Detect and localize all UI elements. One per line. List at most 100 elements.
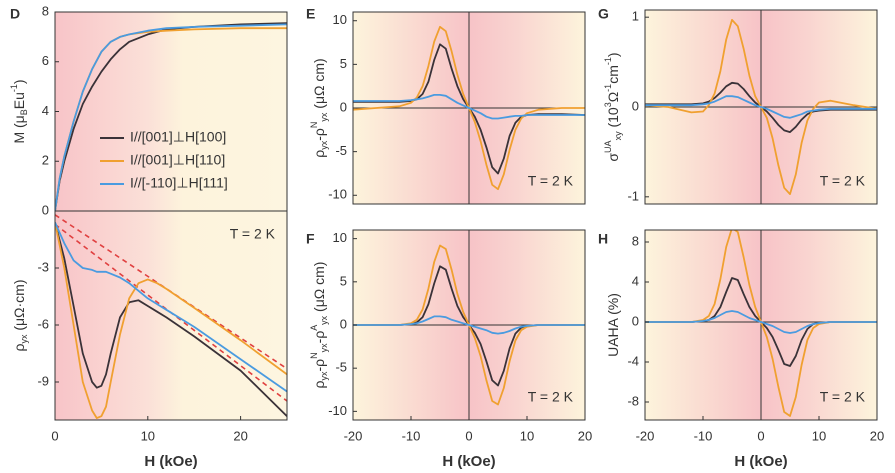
y-axis-label-part: -ρ — [311, 359, 327, 372]
y-tick-label: 0 — [632, 98, 639, 113]
y-axis-label-part: yx — [319, 371, 329, 381]
y-axis-label: ρyx (μΩ·cm) — [11, 279, 30, 351]
legend-label: I//[001]⊥H[100] — [130, 129, 226, 145]
plot-background — [55, 12, 287, 211]
y-tick-label: 1 — [632, 9, 639, 24]
x-tick-label: 0 — [757, 428, 764, 443]
y-axis-label-part: yx — [319, 343, 329, 353]
y-axis-label: ρyx-ρNyx-ρAyx (μΩ cm) — [309, 262, 329, 389]
y-tick-label: 4 — [632, 273, 639, 288]
y-tick-label: 5 — [340, 56, 347, 71]
y-axis-label-part: -1 — [603, 84, 613, 92]
y-tick-label: -8 — [627, 393, 639, 408]
y-axis-label-part: N — [309, 352, 319, 359]
x-tick-label: 10 — [141, 428, 155, 443]
panel-letter: G — [598, 6, 609, 22]
y-axis-label-part: UA — [603, 140, 613, 153]
x-axis-label: H (kOe) — [734, 453, 787, 470]
y-axis-label-part: yx — [319, 140, 329, 150]
y-tick-label: 8 — [42, 3, 49, 18]
y-tick-label: -5 — [335, 143, 347, 158]
plot-lines — [55, 214, 287, 419]
y-axis-label-part: ρ — [11, 344, 27, 352]
plot-lines — [353, 25, 585, 191]
legend-label: I//[-110]⊥H[111] — [130, 175, 228, 191]
y-axis-label: UAHA (%) — [605, 293, 621, 357]
y-tick-label: 2 — [42, 153, 49, 168]
annotation: T = 2 K — [528, 173, 574, 189]
plot-frame — [54, 210, 288, 421]
y-axis-label-part: (μΩ cm) — [311, 58, 327, 112]
y-tick-label: 10 — [333, 230, 347, 245]
y-axis-label-part: (10 — [605, 107, 621, 131]
plot-background — [55, 211, 287, 420]
y-axis-label-part: (μΩ·cm) — [11, 279, 27, 334]
y-tick-label: -3 — [37, 259, 49, 274]
x-tick-label: 10 — [812, 428, 826, 443]
y-tick-label: 0 — [340, 99, 347, 114]
x-tick-label: 10 — [520, 428, 534, 443]
panel-letter: F — [306, 231, 315, 247]
y-axis-label-part: ) — [11, 79, 27, 84]
plot-lines — [645, 230, 877, 417]
y-axis-label-part: yx — [19, 334, 29, 344]
y-axis-label-part: N — [309, 122, 319, 129]
series-line — [55, 222, 287, 419]
y-axis-label: M (μBEu-1) — [9, 79, 29, 143]
y-axis-label-part: xy — [613, 131, 623, 141]
y-axis-label-part: M (μ — [11, 115, 27, 143]
y-axis-label-part: 3 — [603, 102, 613, 107]
y-tick-label: 0 — [42, 202, 49, 217]
y-axis-label-part: cm — [605, 65, 621, 84]
y-axis-label-part: -ρ — [311, 331, 327, 344]
y-tick-label: -4 — [627, 353, 639, 368]
y-axis-label-part: Ω — [605, 92, 621, 102]
y-axis-label-part: yx — [319, 315, 329, 325]
series-line — [353, 94, 585, 120]
legend-label: I//[001]⊥H[110] — [130, 152, 225, 168]
y-tick-label: 0 — [632, 313, 639, 328]
y-tick-label: -1 — [627, 188, 639, 203]
panel-letter: E — [306, 6, 315, 22]
y-axis-label-part: B — [19, 109, 29, 115]
y-tick-label: -10 — [328, 403, 347, 418]
y-tick-label: -10 — [328, 187, 347, 202]
y-axis-label: ρyx-ρNyx (μΩ cm) — [309, 58, 329, 157]
series-line — [353, 315, 585, 335]
x-axis-label: H (kOe) — [442, 453, 495, 470]
y-axis-label-part: ρ — [311, 380, 327, 388]
y-tick-label: -9 — [37, 373, 49, 388]
series-line — [55, 222, 287, 417]
plot-lines — [353, 244, 585, 406]
y-axis-label-part: (μΩ cm) — [311, 262, 327, 316]
series-line — [645, 95, 877, 119]
x-tick-label: 0 — [51, 428, 58, 443]
y-tick-label: -5 — [335, 360, 347, 375]
y-axis-label-part: Eu — [11, 92, 27, 109]
y-tick-label: 8 — [632, 233, 639, 248]
y-axis-label-part: ) — [605, 52, 621, 57]
y-tick-label: 10 — [333, 12, 347, 27]
annotation: T = 2 K — [528, 389, 574, 405]
plot-lines — [645, 19, 877, 195]
y-tick-label: 0 — [340, 316, 347, 331]
x-tick-label: 20 — [870, 428, 884, 443]
y-axis-label: σUAxy (103Ω-1cm-1) — [603, 52, 623, 161]
x-tick-label: -20 — [636, 428, 655, 443]
y-axis-label-part: σ — [605, 153, 621, 162]
series-line — [645, 310, 877, 334]
plot-lines — [55, 22, 287, 211]
y-axis-label-part: -1 — [9, 84, 19, 92]
y-axis-label-part: A — [309, 325, 319, 331]
annotation: T = 2 K — [820, 389, 866, 405]
x-tick-label: 20 — [233, 428, 247, 443]
y-tick-label: 4 — [42, 103, 49, 118]
panel-letter: H — [598, 231, 608, 247]
x-tick-label: -10 — [694, 428, 713, 443]
y-axis-label-part: yx — [319, 112, 329, 122]
x-tick-label: -10 — [402, 428, 421, 443]
y-axis-label-part: ρ — [311, 150, 327, 158]
y-axis-label-part: UAHA (%) — [605, 293, 621, 357]
annotation: T = 2 K — [820, 173, 866, 189]
